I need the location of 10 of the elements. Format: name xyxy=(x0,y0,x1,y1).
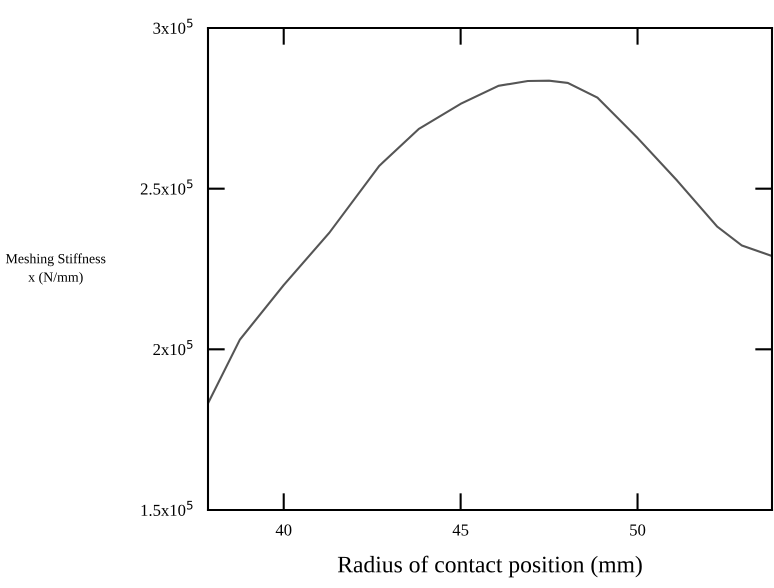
y-tick-label: 2x10$^{5}$ xyxy=(153,340,193,356)
y-tick-label: 3x10$^{5}$ xyxy=(153,18,193,34)
line-series xyxy=(208,80,772,404)
x-tick-label: 50 xyxy=(630,524,646,536)
y-tick-label: 2.5x10$^{5}$ xyxy=(140,180,193,195)
x-tick-label: 40 xyxy=(276,524,292,536)
x-tick-label: 45 xyxy=(452,524,468,536)
y-axis-title: Meshing Stiffness x (N/mm) xyxy=(6,253,106,285)
y-tick-label: 1.5x10$^{5}$ xyxy=(142,500,193,516)
x-axis-title: Radius of contact position (mm) xyxy=(338,556,642,578)
